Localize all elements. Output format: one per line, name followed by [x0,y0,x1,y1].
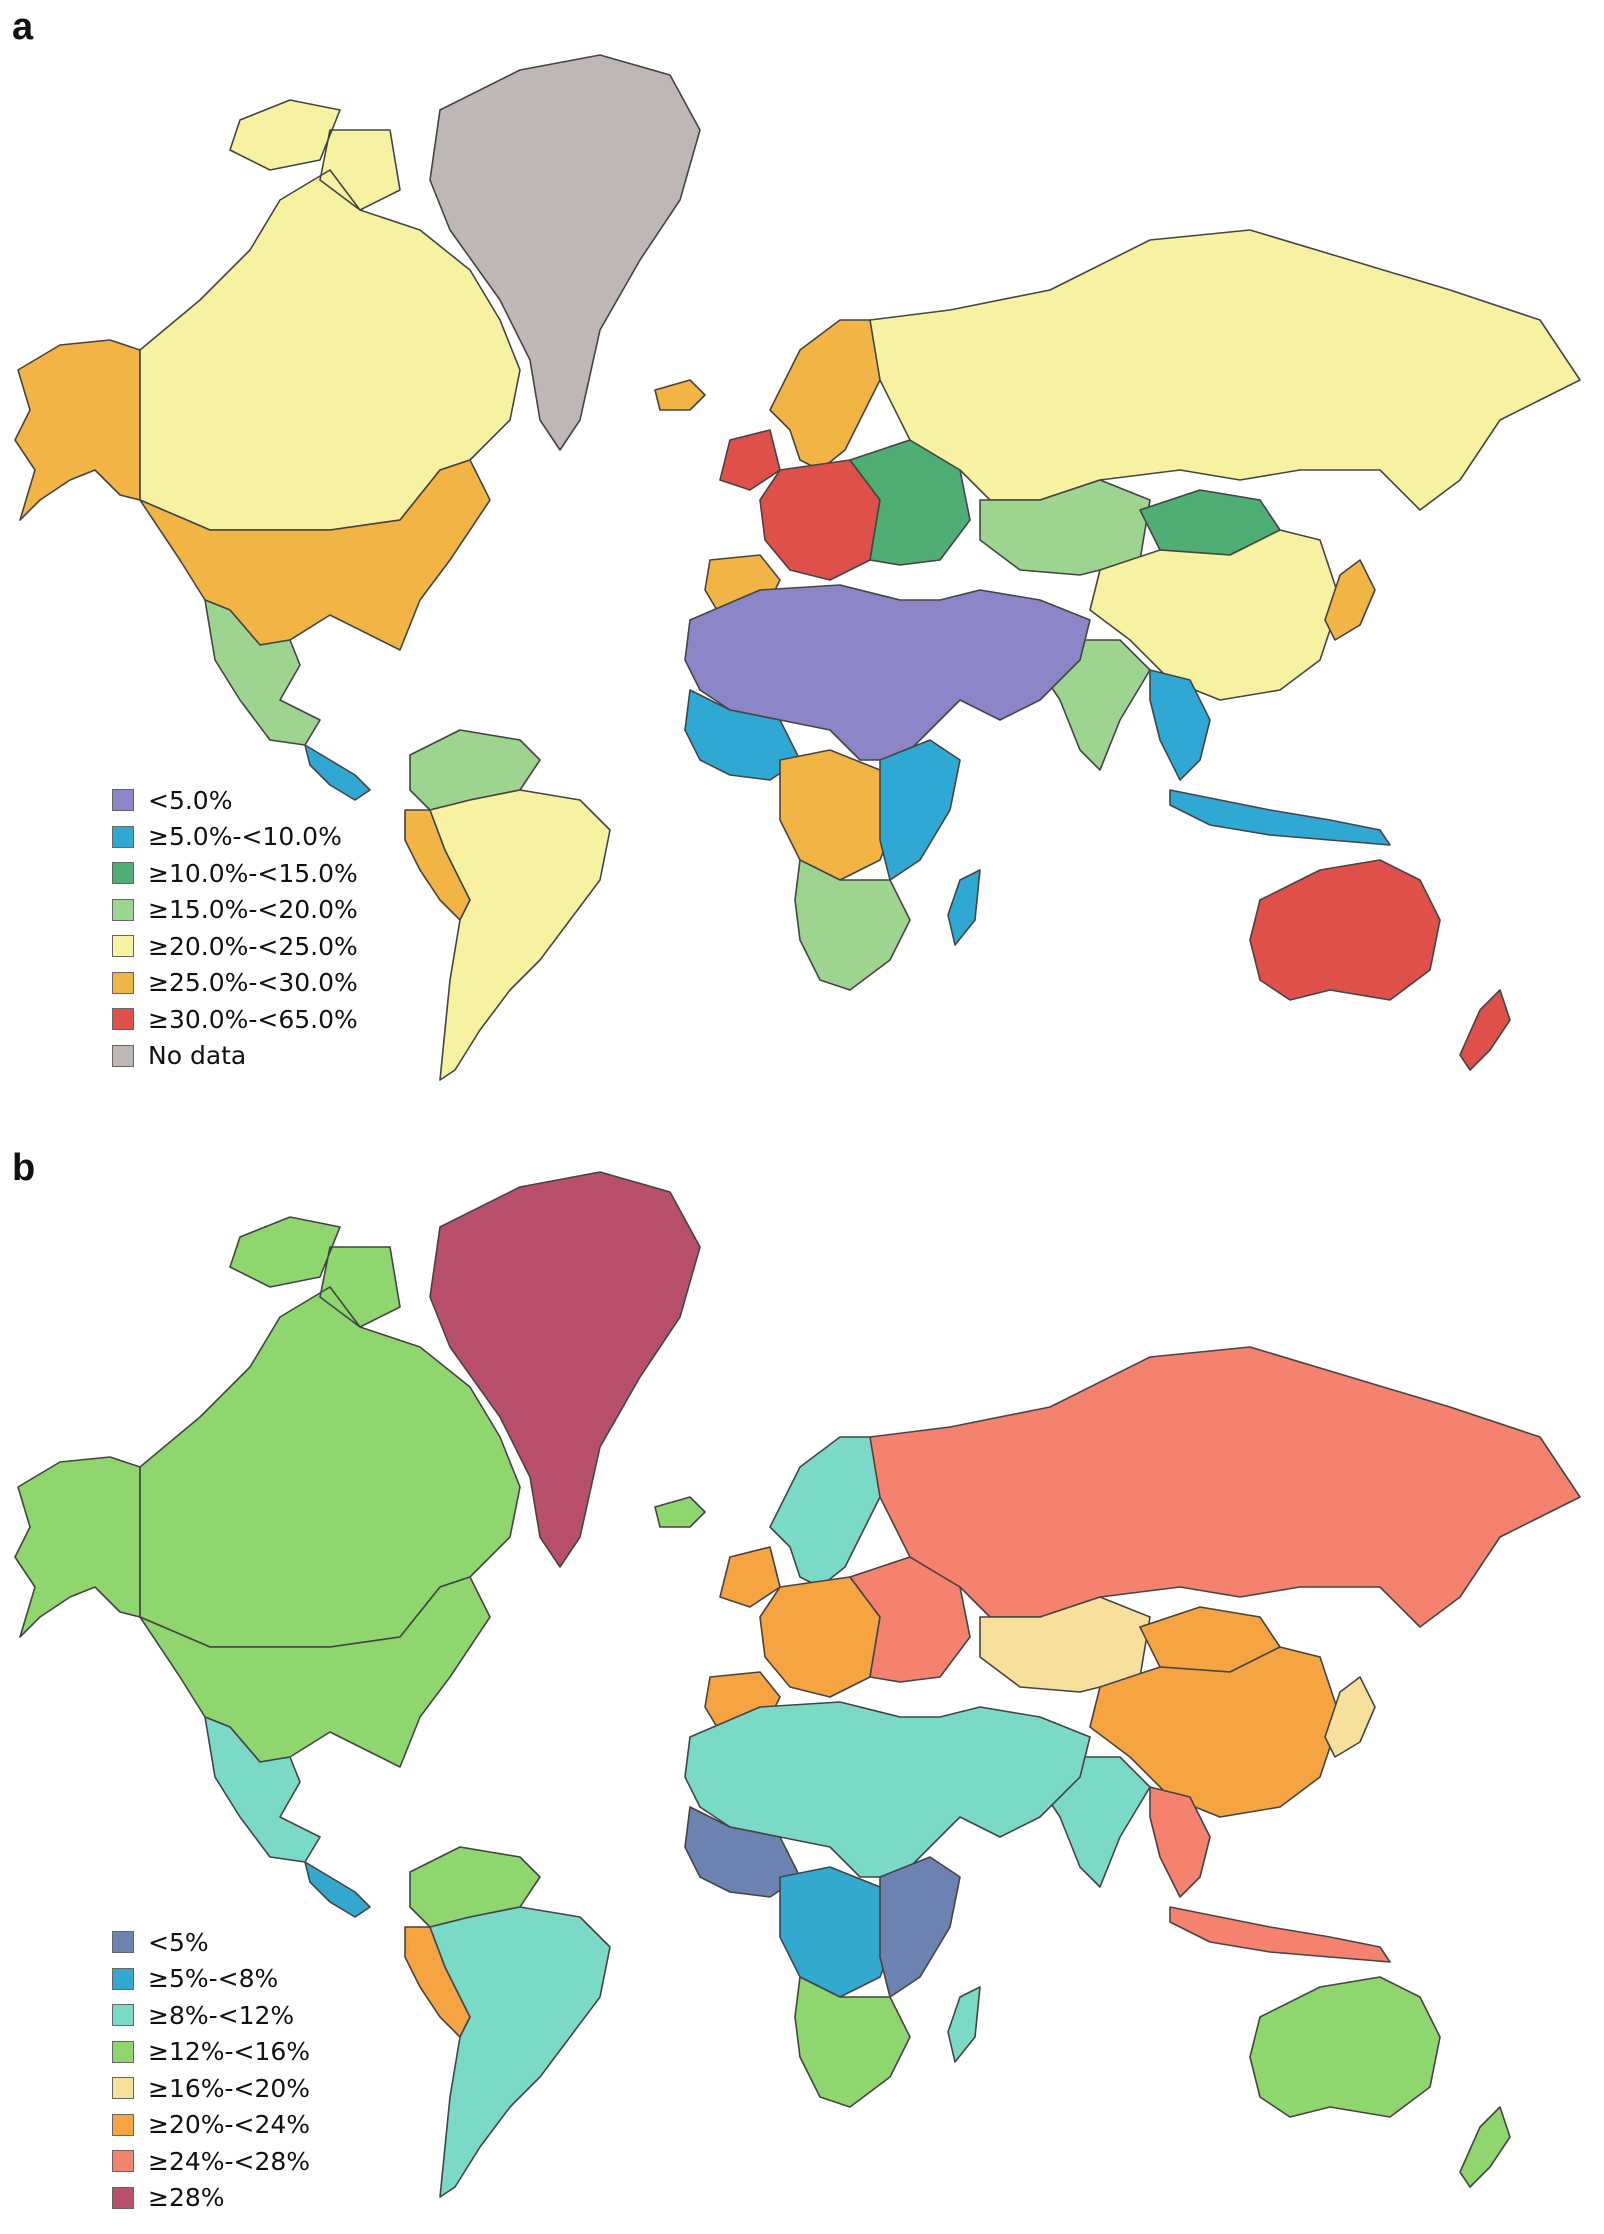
legend-a: <5.0% ≥5.0%-<10.0% ≥10.0%-<15.0% ≥15.0%-<20… [112,782,358,1074]
legend-label: ≥12%-<16% [148,2037,311,2067]
legend-item: ≥30.0%-<65.0% [112,1001,358,1038]
region-china [1089,1646,1341,1818]
legend-swatch [112,971,134,994]
legend-label: ≥25.0%-<30.0% [148,968,358,998]
legend-item: ≥8%-<12% [112,1997,310,2034]
legend-swatch [112,1044,134,1067]
legend-item: ≥20%-<24% [112,2107,310,2144]
legend-label: ≥15.0%-<20.0% [148,895,358,925]
region-scandinavia [769,319,891,471]
region-south-america [429,1906,611,2198]
region-southern-africa [794,1976,911,2108]
panel-label: b [12,1147,36,1189]
world-map-b [14,1171,1581,2198]
region-south-america [429,789,611,1081]
legend-swatch [112,2040,134,2063]
legend-swatch [112,898,134,921]
region-central-africa [779,1866,901,1998]
region-east-africa [879,1856,961,1998]
legend-swatch [112,862,134,885]
legend-item: ≥16%-<20% [112,2070,310,2107]
legend-label: ≥28% [148,2183,225,2213]
legend-label: ≥16%-<20% [148,2073,311,2103]
legend-swatch [112,2004,134,2027]
legend-label: ≥20.0%-<25.0% [148,931,358,961]
legend-swatch [112,825,134,848]
region-russia [869,229,1581,511]
region-iceland [654,1496,706,1528]
legend-swatch [112,1008,134,1031]
region-west-africa [684,689,801,781]
region-greenland [429,54,701,451]
legend-item: ≥20.0%-<25.0% [112,928,358,965]
region-southeast-asia [1149,669,1211,781]
region-central-america [304,1861,371,1918]
legend-item: <5.0% [112,782,358,819]
legend-item: ≥25.0%-<30.0% [112,965,358,1002]
legend-swatch [112,1967,134,1990]
region-mexico [204,1716,321,1863]
legend-label: <5% [148,1927,209,1957]
legend-label: ≥24%-<28% [148,2146,311,2176]
region-madagascar [947,869,981,946]
legend-swatch [112,2186,134,2209]
legend-swatch [112,789,134,812]
region-central-africa [779,749,901,881]
legend-label: ≥5%-<8% [148,1964,279,1994]
region-new-zealand [1459,2106,1511,2188]
region-greenland [429,1171,701,1568]
legend-item: ≥10.0%-<15.0% [112,855,358,892]
map-panel-a: a <5.0% ≥5.0%-<10.0% ≥10.0%-<15.0% ≥15.0%-<… [12,6,1581,1081]
legend-swatch [112,2113,134,2136]
region-southeast-asia [1149,1786,1211,1898]
region-australia [1249,1976,1441,2118]
region-china [1089,529,1341,701]
region-madagascar [947,1986,981,2063]
region-west-africa [684,1806,801,1898]
legend-swatch [112,2150,134,2173]
legend-item: No data [112,1038,358,1075]
region-japan [1324,1676,1376,1758]
region-indonesia [1169,789,1391,846]
legend-item: ≥12%-<16% [112,2034,310,2071]
legend-b: <5% ≥5%-<8% ≥8%-<12% ≥12%-<16% ≥16%-<20% ≥20%… [112,1924,310,2216]
legend-item: ≥15.0%-<20.0% [112,892,358,929]
legend-swatch [112,935,134,958]
region-central-america [304,744,371,801]
region-australia [1249,859,1441,1001]
region-scandinavia [769,1436,891,1588]
region-mexico [204,599,321,746]
legend-item: ≥5.0%-<10.0% [112,819,358,856]
legend-swatch [112,2077,134,2100]
map-panel-b: b <5% ≥5%-<8% ≥8%-<12% ≥12%-<16% ≥16%-<20% ≥2… [0,1117,1604,2234]
legend-item: <5% [112,1924,310,1961]
legend-label: <5.0% [148,785,233,815]
region-russia [869,1346,1581,1628]
region-alaska [14,339,141,521]
legend-label: ≥20%-<24% [148,2110,311,2140]
legend-swatch [112,1931,134,1954]
region-alaska [14,1456,141,1638]
panel-label: a [12,6,34,48]
region-iceland [654,379,706,411]
legend-item: ≥28% [112,2180,310,2217]
legend-label: ≥5.0%-<10.0% [148,822,342,852]
region-new-zealand [1459,989,1511,1071]
region-east-africa [879,739,961,881]
legend-label: ≥30.0%-<65.0% [148,1004,358,1034]
legend-item: ≥5%-<8% [112,1961,310,1998]
region-southern-africa [794,859,911,991]
legend-label: No data [148,1041,247,1071]
world-map-a [14,54,1581,1081]
legend-item: ≥24%-<28% [112,2143,310,2180]
legend-label: ≥8%-<12% [148,2000,295,2030]
region-japan [1324,559,1376,641]
region-indonesia [1169,1906,1391,1963]
legend-label: ≥10.0%-<15.0% [148,858,358,888]
